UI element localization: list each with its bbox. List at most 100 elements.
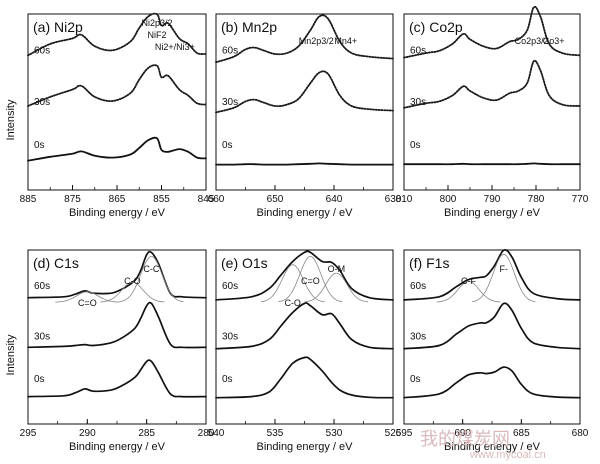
x-axis-label: Binding energy / eV [69,441,166,453]
trace-label-30s: 30s [222,332,238,343]
component-peak-1 [472,253,536,303]
x-tick-label: 650 [267,194,284,205]
component-peak-2 [304,272,369,303]
x-tick-label: 680 [572,428,589,439]
x-tick-label: 285 [138,428,155,439]
peak-label: C-C [143,264,159,274]
panel-title: (a) Ni2p [33,19,83,35]
x-tick-label: 525 [385,428,402,439]
trace-label-0s: 0s [222,374,233,385]
panel-c1s: (d) C1s 295 290 285 280 Binding energy / eV 60… [20,249,215,453]
peak-label: NiF2 [148,30,167,40]
x-tick-label: 865 [109,194,126,205]
peak-label: Mn2p3/2 [299,36,334,46]
panel-ni2p: (a) Ni2p 885 875 865 855 845 Binding energy / … [20,12,215,219]
fit-line-60s [215,14,394,63]
x-tick-label: 640 [326,194,343,205]
series-line-0s [215,356,394,399]
panel-title: (f) F1s [409,255,449,271]
series-line-0s [403,366,581,399]
trace-label-60s: 60s [34,46,50,57]
trace-label-60s: 60s [410,46,426,57]
trace-label-30s: 30s [34,97,50,108]
peak-label: O-M [328,264,346,274]
x-tick-label: 685 [513,428,530,439]
panel-title: (c) Co2p [409,19,463,35]
trace-label-0s: 0s [410,140,421,151]
component-peak-1 [100,281,165,303]
peak-label: C-F [461,276,476,286]
series-line-30s [27,301,207,349]
x-tick-label: 630 [385,194,402,205]
series-line-60s [403,249,581,301]
peak-label: C-O [284,298,301,308]
trace-label-60s: 60s [410,281,426,292]
watermark-url: www.mycoal.cn [469,449,546,461]
component-peak-0 [260,264,325,303]
trace-label-0s: 0s [34,140,45,151]
peak-label: Ni2+/Ni3+ [155,42,195,52]
series-line-0s [215,162,394,166]
peak-label: Co3+ [543,36,565,46]
plot-frame [27,249,207,425]
x-tick-label: 790 [484,194,501,205]
peak-label: C-O [124,276,141,286]
x-tick-label: 780 [528,194,545,205]
trace-label-60s: 60s [34,281,50,292]
x-axis-label: Binding energy / eV [444,207,541,219]
fit-line-30s [215,70,394,113]
series-line-0s [403,162,581,166]
panel-co2p: (c) Co2p 810 800 790 780 770 Binding energy / … [396,5,589,219]
fit-line-60s [403,6,581,58]
peak-label: Ni2p3/2 [142,18,173,28]
panel-o1s: (e) O1s 540 535 530 525 Binding energy / eV 60… [208,249,402,453]
plot-frame [27,13,207,191]
x-tick-label: 770 [572,194,589,205]
series-line-0s [27,136,207,162]
component-peak-2 [119,255,184,303]
component-peak-0 [436,280,501,303]
peak-label: Mn4+ [334,36,357,46]
trace-label-30s: 30s [410,332,426,343]
series-line-0s [27,359,207,398]
series-line-30s [403,302,581,350]
component-peak-1 [278,255,343,303]
series-line-30s [403,59,581,109]
x-axis-label: Binding energy / eV [444,441,541,453]
trace-label-0s: 0s [34,374,45,385]
panel-title: (e) O1s [221,255,268,271]
x-tick-label: 540 [208,428,225,439]
panel-title: (b) Mn2p [221,19,277,35]
trace-label-30s: 30s [222,97,238,108]
fit-line-30s [403,60,581,109]
x-axis-label: Binding energy / eV [256,207,353,219]
trace-label-60s: 60s [222,281,238,292]
peak-label: F- [499,264,508,274]
x-axis-label: Binding energy / eV [256,441,353,453]
y-axis-label-top: Intensity [5,99,17,140]
x-tick-label: 690 [454,428,471,439]
watermark-cn: 我的煤炭网 [420,429,510,449]
trace-label-30s: 30s [34,332,50,343]
trace-label-60s: 60s [222,46,238,57]
series-line-30s [215,302,394,350]
trace-label-0s: 0s [410,374,421,385]
x-tick-label: 695 [396,428,413,439]
peak-label: C=O [301,276,320,286]
trace-label-0s: 0s [222,140,233,151]
panel-mn2p: (b) Mn2p 660 650 640 630 Binding energy / eV 6… [208,13,402,219]
x-tick-label: 885 [20,194,37,205]
x-tick-label: 800 [440,194,457,205]
x-tick-label: 535 [267,428,284,439]
x-tick-label: 290 [79,428,96,439]
peak-label: C=O [78,298,97,308]
x-tick-label: 810 [396,194,413,205]
panel-title: (d) C1s [33,255,79,271]
x-tick-label: 280 [198,428,215,439]
panel-f1s: (f) F1s 695 690 685 680 Binding energy / eV 60… [396,249,589,453]
trace-label-30s: 30s [410,97,426,108]
peak-label: Co2p3/2 [515,36,549,46]
fit-line-60s [27,13,207,56]
x-tick-label: 295 [20,428,37,439]
